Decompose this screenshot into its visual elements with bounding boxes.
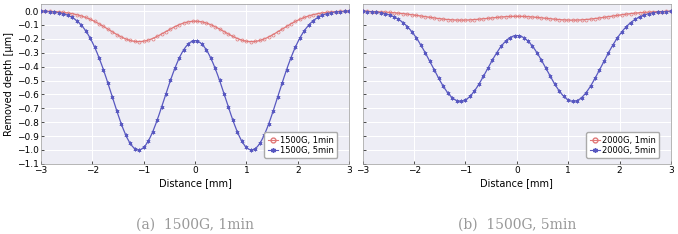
X-axis label: Distance [mm]: Distance [mm] <box>481 178 553 188</box>
Text: (b)  1500G, 5min: (b) 1500G, 5min <box>458 218 576 232</box>
X-axis label: Distance [mm]: Distance [mm] <box>159 178 231 188</box>
Y-axis label: Removed depth [μm]: Removed depth [μm] <box>4 32 14 136</box>
Legend: 2000G, 1min, 2000G, 5min: 2000G, 1min, 2000G, 5min <box>586 132 659 158</box>
Text: (a)  1500G, 1min: (a) 1500G, 1min <box>136 218 254 232</box>
Legend: 1500G, 1min, 1500G, 5min: 1500G, 1min, 1500G, 5min <box>264 132 338 158</box>
